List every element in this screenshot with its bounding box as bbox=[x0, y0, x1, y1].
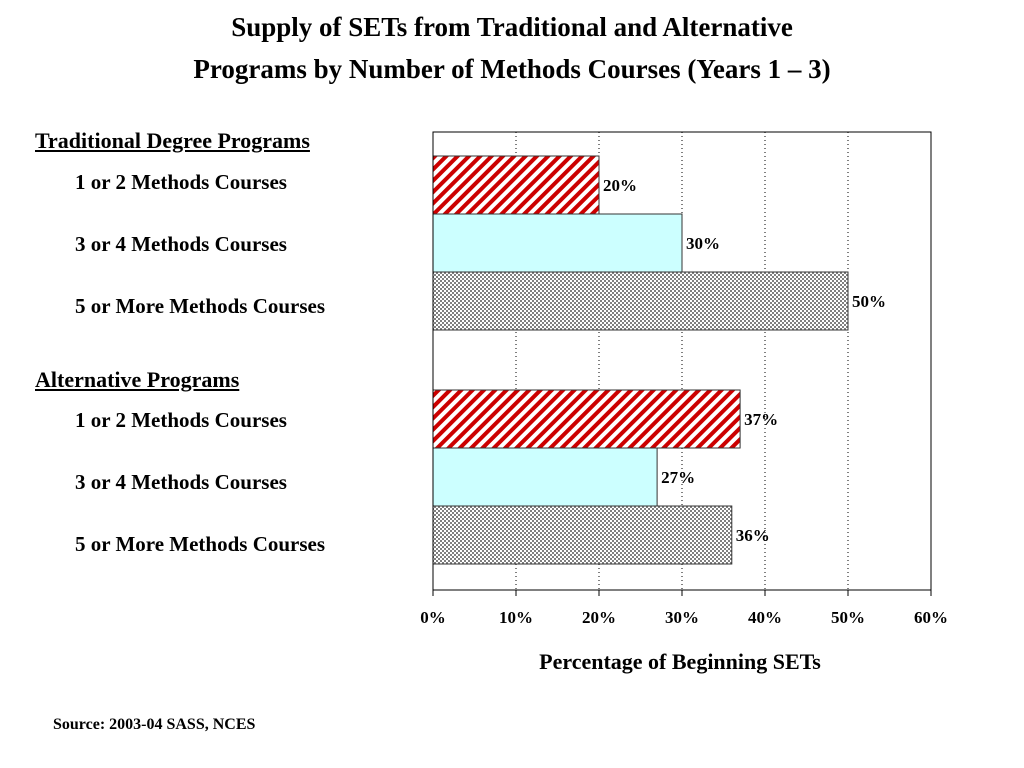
x-axis-title: Percentage of Beginning SETs bbox=[539, 649, 821, 674]
category-label-traditional-1-2: 1 or 2 Methods Courses bbox=[75, 170, 287, 194]
x-tick-label: 0% bbox=[420, 608, 446, 627]
category-label-alternative-1-2: 1 or 2 Methods Courses bbox=[75, 408, 287, 432]
data-label: 20% bbox=[603, 176, 637, 195]
x-tick-label: 20% bbox=[582, 608, 616, 627]
bar-3-or-4-methods bbox=[432, 447, 658, 507]
group-header-alternative: Alternative Programs bbox=[35, 367, 240, 392]
data-label: 37% bbox=[744, 410, 778, 429]
plot-frame bbox=[432, 131, 932, 591]
bar-1-or-2-methods bbox=[432, 155, 600, 215]
x-tick-label: 10% bbox=[499, 608, 533, 627]
x-tick-label: 30% bbox=[665, 608, 699, 627]
category-label-traditional-5-more: 5 or More Methods Courses bbox=[75, 294, 326, 318]
source-note: Source: 2003-04 SASS, NCES bbox=[53, 716, 256, 733]
data-label: 36% bbox=[736, 526, 770, 545]
category-label-traditional-3-4: 3 or 4 Methods Courses bbox=[75, 232, 287, 256]
group-header-traditional: Traditional Degree Programs bbox=[35, 128, 310, 153]
bar-5-or-more-methods bbox=[432, 505, 733, 565]
axes: 0% 10% 20% 30% 40% 50% 60% bbox=[420, 131, 948, 627]
category-label-alternative-5-more: 5 or More Methods Courses bbox=[75, 532, 326, 556]
bar-5-or-more-methods bbox=[432, 271, 849, 331]
category-label-alternative-3-4: 3 or 4 Methods Courses bbox=[75, 470, 287, 494]
bar-3-or-4-methods bbox=[432, 213, 683, 273]
bars: 20% 30% 50% 37% 27% 36% bbox=[432, 155, 886, 565]
x-tick-label: 60% bbox=[914, 608, 948, 627]
data-label: 50% bbox=[852, 292, 886, 311]
bar-1-or-2-methods bbox=[432, 389, 741, 449]
x-tick-label: 40% bbox=[748, 608, 782, 627]
data-label: 27% bbox=[661, 468, 695, 487]
x-tick-label: 50% bbox=[831, 608, 865, 627]
chart-title-line-1: Supply of SETs from Traditional and Alte… bbox=[231, 12, 793, 42]
chart-title-line-2: Programs by Number of Methods Courses (Y… bbox=[193, 54, 831, 84]
data-label: 30% bbox=[686, 234, 720, 253]
